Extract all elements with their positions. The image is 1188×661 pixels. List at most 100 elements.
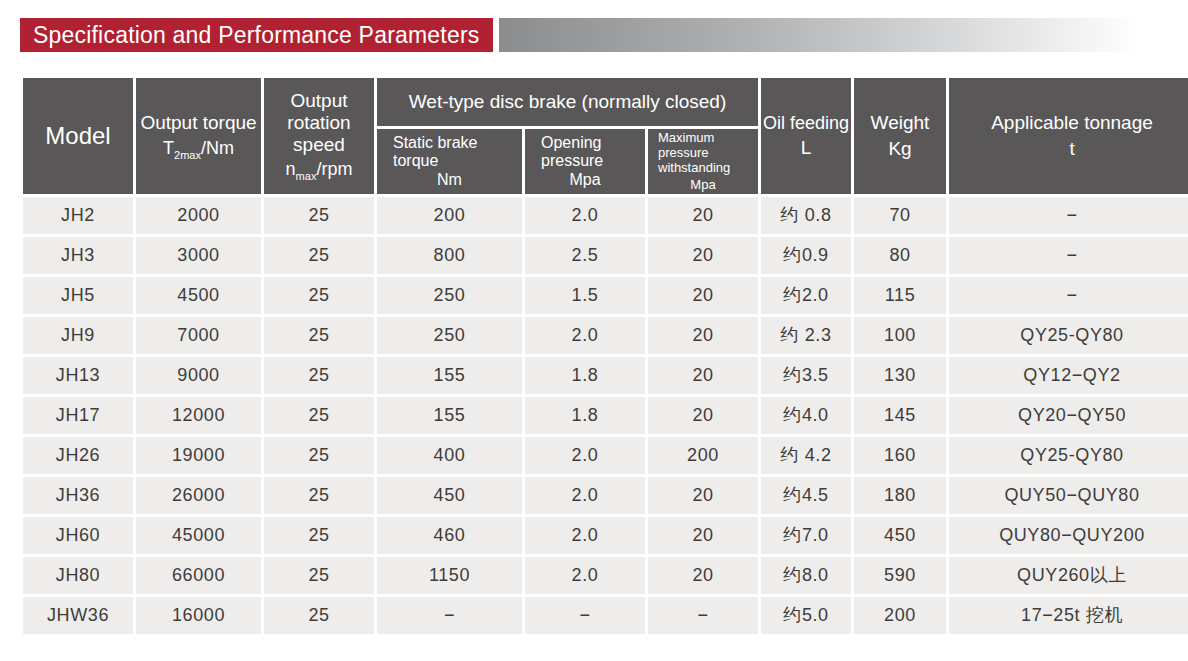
page-title-text: Specification and Performance Parameters: [33, 22, 480, 48]
cell-opening-pressure: −: [525, 597, 645, 634]
cell-max-pressure: 20: [648, 317, 758, 354]
cell-weight: 180: [854, 477, 946, 514]
cell-output-speed: 25: [264, 437, 374, 474]
cell-weight: 145: [854, 397, 946, 434]
cell-oil-feeding: 约0.9: [761, 237, 851, 274]
header-tonnage: Applicable tonnage t: [949, 78, 1188, 194]
cell-max-pressure: 20: [648, 557, 758, 594]
cell-static-brake: 450: [377, 477, 522, 514]
cell-output-torque: 9000: [136, 357, 261, 394]
header-model: Model: [23, 78, 133, 194]
header-output-speed-label: Output rotation speed: [266, 90, 372, 156]
cell-opening-pressure: 2.0: [525, 557, 645, 594]
table-header: Model Output torque T2max/Nm Output rota…: [23, 78, 1188, 194]
cell-weight: 160: [854, 437, 946, 474]
cell-tonnage: −: [949, 277, 1188, 314]
header-tonnage-unit: t: [951, 138, 1188, 160]
cell-static-brake: 1150: [377, 557, 522, 594]
cell-model: JH36: [23, 477, 133, 514]
cell-output-torque: 66000: [136, 557, 261, 594]
cell-oil-feeding: 约5.0: [761, 597, 851, 634]
cell-model: JH26: [23, 437, 133, 474]
cell-model: JH9: [23, 317, 133, 354]
cell-tonnage: QY12−QY2: [949, 357, 1188, 394]
cell-oil-feeding: 约 2.3: [761, 317, 851, 354]
cell-max-pressure: 20: [648, 517, 758, 554]
spec-table: Model Output torque T2max/Nm Output rota…: [20, 75, 1188, 637]
cell-output-speed: 25: [264, 597, 374, 634]
cell-tonnage: QUY260以上: [949, 557, 1188, 594]
cell-tonnage: QUY50−QUY80: [949, 477, 1188, 514]
cell-weight: 80: [854, 237, 946, 274]
cell-output-torque: 45000: [136, 517, 261, 554]
header-output-speed: Output rotation speed nmax/rpm: [264, 78, 374, 194]
cell-tonnage: 17−25t 挖机: [949, 597, 1188, 634]
cell-opening-pressure: 2.0: [525, 477, 645, 514]
cell-model: JH17: [23, 397, 133, 434]
cell-opening-pressure: 2.5: [525, 237, 645, 274]
cell-static-brake: 250: [377, 317, 522, 354]
cell-oil-feeding: 约8.0: [761, 557, 851, 594]
cell-weight: 200: [854, 597, 946, 634]
table-row: JH5 4500 25 250 1.5 20 约2.0 115 −: [23, 277, 1188, 314]
header-output-speed-symbol: nmax/rpm: [266, 159, 372, 182]
table-row: JH26 19000 25 400 2.0 200 约 4.2 160 QY25…: [23, 437, 1188, 474]
header-max-pressure-unit: Mpa: [650, 177, 756, 192]
cell-output-torque: 26000: [136, 477, 261, 514]
cell-max-pressure: 200: [648, 437, 758, 474]
header-opening-pressure: Opening pressure Mpa: [525, 129, 645, 194]
header-opening-pressure-label: Opening pressure: [527, 134, 643, 170]
header-output-torque: Output torque T2max/Nm: [136, 78, 261, 194]
table-row: JH2 2000 25 200 2.0 20 约 0.8 70 −: [23, 197, 1188, 234]
cell-opening-pressure: 1.8: [525, 357, 645, 394]
cell-oil-feeding: 约 4.2: [761, 437, 851, 474]
cell-static-brake: 155: [377, 397, 522, 434]
cell-max-pressure: 20: [648, 277, 758, 314]
header-weight: Weight Kg: [854, 78, 946, 194]
cell-weight: 100: [854, 317, 946, 354]
header-output-torque-label: Output torque: [138, 112, 259, 134]
header-static-brake-unit: Nm: [379, 171, 520, 189]
cell-max-pressure: 20: [648, 197, 758, 234]
cell-max-pressure: 20: [648, 477, 758, 514]
cell-oil-feeding: 约4.0: [761, 397, 851, 434]
table-row: JH13 9000 25 155 1.8 20 约3.5 130 QY12−QY…: [23, 357, 1188, 394]
cell-output-speed: 25: [264, 557, 374, 594]
cell-tonnage: QUY80−QUY200: [949, 517, 1188, 554]
table-row: JHW36 16000 25 − − − 约5.0 200 17−25t 挖机: [23, 597, 1188, 634]
cell-oil-feeding: 约4.5: [761, 477, 851, 514]
title-decor-bar: [499, 18, 1188, 52]
cell-weight: 450: [854, 517, 946, 554]
cell-static-brake: 800: [377, 237, 522, 274]
cell-output-torque: 19000: [136, 437, 261, 474]
cell-output-speed: 25: [264, 237, 374, 274]
cell-tonnage: QY25-QY80: [949, 317, 1188, 354]
table-row: JH60 45000 25 460 2.0 20 约7.0 450 QUY80−…: [23, 517, 1188, 554]
cell-oil-feeding: 约7.0: [761, 517, 851, 554]
cell-static-brake: 400: [377, 437, 522, 474]
cell-output-speed: 25: [264, 517, 374, 554]
cell-oil-feeding: 约3.5: [761, 357, 851, 394]
header-oil-feeding-unit: L: [763, 137, 849, 159]
title-strip: Specification and Performance Parameters: [20, 18, 1188, 52]
cell-model: JH13: [23, 357, 133, 394]
cell-output-speed: 25: [264, 197, 374, 234]
page-title: Specification and Performance Parameters: [20, 18, 493, 52]
cell-output-speed: 25: [264, 317, 374, 354]
cell-static-brake: 155: [377, 357, 522, 394]
cell-output-torque: 3000: [136, 237, 261, 274]
cell-max-pressure: 20: [648, 237, 758, 274]
cell-oil-feeding: 约2.0: [761, 277, 851, 314]
cell-opening-pressure: 2.0: [525, 197, 645, 234]
cell-opening-pressure: 1.5: [525, 277, 645, 314]
cell-weight: 115: [854, 277, 946, 314]
cell-weight: 130: [854, 357, 946, 394]
cell-max-pressure: 20: [648, 357, 758, 394]
cell-model: JH2: [23, 197, 133, 234]
header-static-brake: Static brake torque Nm: [377, 129, 522, 194]
header-output-torque-symbol: T2max/Nm: [138, 138, 259, 161]
cell-model: JH80: [23, 557, 133, 594]
cell-static-brake: 250: [377, 277, 522, 314]
cell-static-brake: 200: [377, 197, 522, 234]
table-row: JH36 26000 25 450 2.0 20 约4.5 180 QUY50−…: [23, 477, 1188, 514]
